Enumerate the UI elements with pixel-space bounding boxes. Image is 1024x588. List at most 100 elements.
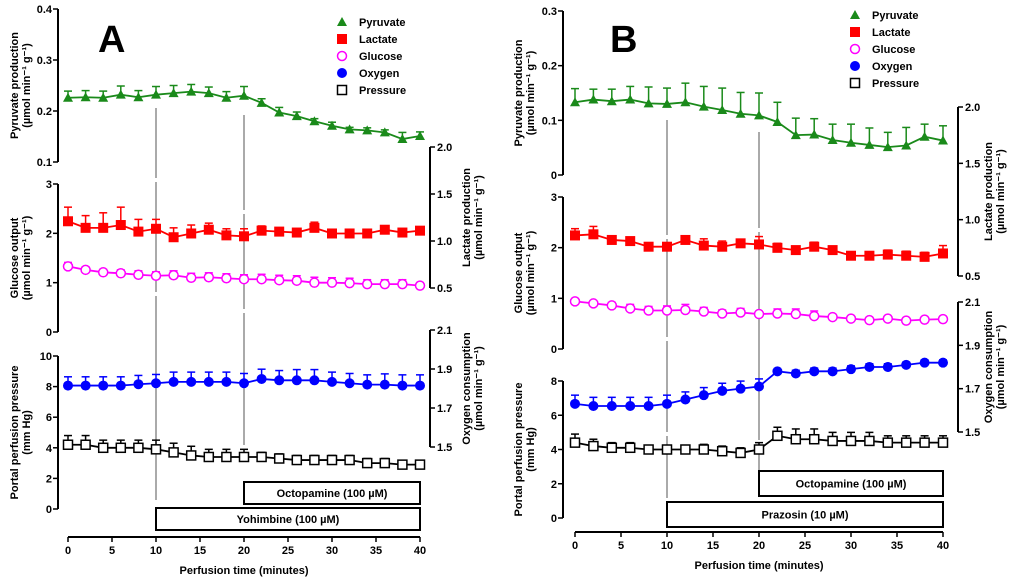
data-point <box>291 454 303 466</box>
tick-label: 0.4 <box>37 4 53 16</box>
legend-marker-oxygen <box>337 68 347 78</box>
data-point <box>643 98 654 108</box>
tick-label: 0.5 <box>437 283 452 295</box>
data-point <box>901 140 912 150</box>
axis-title: Oxygen consumption <box>983 310 995 423</box>
y-axis-pressure: 0 2 4 6 8 Portal perfusion pressure (mm Hg) <box>513 376 564 525</box>
tick-label: 5 <box>618 540 624 552</box>
data-point <box>937 313 949 325</box>
data-point <box>327 120 337 130</box>
data-point <box>133 442 144 454</box>
axis-title: Oxygen consumption <box>461 332 473 445</box>
axis-title: Glucose output <box>513 232 525 313</box>
data-point <box>735 108 746 118</box>
data-point <box>151 223 161 234</box>
data-point <box>588 440 599 452</box>
legend: Pyruvate Lactate Glucose Oxygen Pressure <box>849 10 919 90</box>
series-pyruvate <box>63 83 425 144</box>
legend-label: Oxygen <box>872 61 913 73</box>
data-point <box>735 447 746 459</box>
treatment-bar: Yohimbine (100 µM) <box>155 507 421 531</box>
data-point <box>919 314 930 325</box>
legend-marker-lactate <box>850 27 860 37</box>
tick-label: 4 <box>46 443 53 455</box>
data-point <box>203 271 215 283</box>
data-point <box>698 390 709 401</box>
data-point <box>606 442 618 454</box>
data-point <box>662 241 672 252</box>
data-point <box>569 296 581 307</box>
data-point <box>569 437 581 448</box>
data-point <box>379 278 391 290</box>
tick-label: 15 <box>707 540 719 552</box>
legend-label: Pressure <box>872 78 919 90</box>
data-point <box>256 225 267 236</box>
data-point <box>133 269 144 281</box>
y-axis-glucose: 0 1 2 3 Glucose output (µmol min⁻¹ g⁻¹) <box>9 179 59 339</box>
data-point <box>624 303 636 314</box>
legend-label: Lactate <box>359 34 398 46</box>
data-point <box>680 234 691 245</box>
tick-label: 0 <box>65 545 71 557</box>
data-point <box>150 270 162 282</box>
tick-label: 0 <box>551 170 557 182</box>
treatment-bar: Prazosin (10 µM) <box>666 501 944 528</box>
data-point <box>698 444 710 455</box>
tick-label: 0 <box>551 513 557 525</box>
tick-label: 1.0 <box>965 215 980 227</box>
data-point <box>309 375 320 386</box>
data-point <box>80 439 91 450</box>
axis-title: Pyruvate production <box>9 32 21 139</box>
data-point <box>570 230 580 241</box>
data-point <box>827 311 838 323</box>
legend-marker-pyruvate <box>337 17 347 26</box>
axis-title: Portal perfusion pressure <box>9 366 21 500</box>
data-point <box>882 249 893 260</box>
data-point <box>361 278 373 290</box>
data-point <box>362 379 373 390</box>
data-point <box>606 401 617 411</box>
data-point <box>919 251 930 262</box>
data-point <box>397 380 408 391</box>
tick-label: 0.3 <box>37 55 52 67</box>
data-point <box>808 433 820 445</box>
data-point <box>151 89 161 99</box>
tick-label: 20 <box>753 540 765 552</box>
data-point <box>680 394 691 405</box>
tick-label: 4 <box>551 445 558 457</box>
data-point <box>754 381 764 392</box>
axis-title: Glucose output <box>9 217 21 298</box>
series-glucose <box>569 296 949 326</box>
tick-label: 1.5 <box>437 442 452 454</box>
data-point <box>115 220 126 231</box>
data-point <box>203 451 215 463</box>
y-axis-pressure: 0 2 4 6 8 10 Portal perfusion pressure (mm Hg) <box>9 351 59 516</box>
data-point <box>203 88 214 98</box>
data-point <box>864 250 875 261</box>
data-point <box>772 116 783 126</box>
tick-label: 2.1 <box>437 325 452 337</box>
data-point <box>716 445 728 457</box>
data-point <box>62 439 74 450</box>
tick-label: 40 <box>414 545 426 557</box>
axis-unit: (µmol min⁻¹ g⁻¹) <box>525 50 537 135</box>
tick-label: 8 <box>46 382 52 394</box>
panel-letter: A <box>98 19 125 61</box>
data-point <box>588 94 599 104</box>
data-point <box>864 139 875 149</box>
data-point <box>63 92 73 102</box>
tick-label: 2 <box>551 243 557 255</box>
tick-label: 3 <box>551 192 557 204</box>
axis-unit: (mm Hg) <box>21 410 33 455</box>
data-point <box>625 401 636 411</box>
tick-label: 0 <box>572 540 578 552</box>
legend-marker-lactate <box>337 34 347 44</box>
tick-label: 6 <box>46 412 52 424</box>
data-point <box>790 433 802 445</box>
data-point <box>274 226 285 237</box>
data-point <box>588 229 599 240</box>
tick-label: 10 <box>661 540 673 552</box>
data-point <box>309 222 320 233</box>
